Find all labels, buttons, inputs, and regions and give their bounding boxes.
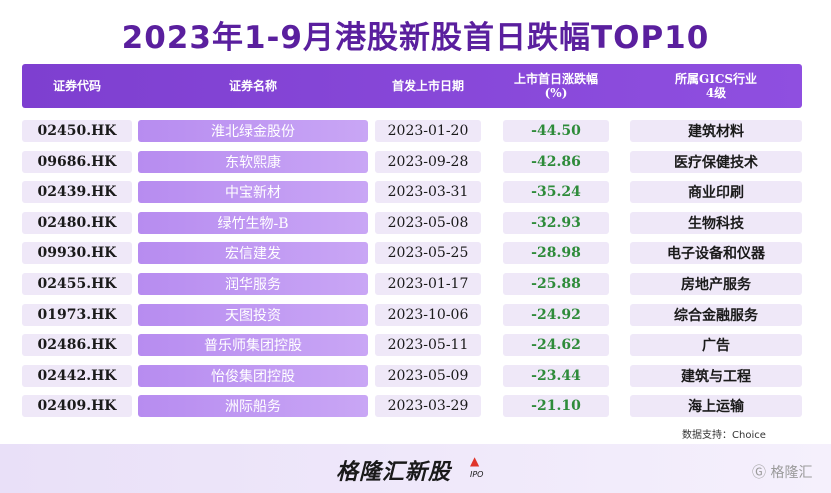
brand-logo: 格隆汇新股 <box>336 460 452 485</box>
cell-date: 2023-03-31 <box>375 181 481 204</box>
cell-change: -42.86 <box>503 150 609 173</box>
footer-bar <box>0 444 831 493</box>
table-row: 02439.HK 中宝新材 2023-03-31 -35.24 商业印刷 <box>0 181 831 205</box>
cell-industry: 海上运输 <box>630 395 802 418</box>
cell-change: -23.44 <box>503 364 609 387</box>
cell-date: 2023-09-28 <box>375 150 481 173</box>
header-change: 上市首日涨跌幅 (%) <box>503 64 609 108</box>
cell-change: -35.24 <box>503 181 609 204</box>
cell-name: 淮北绿金股份 <box>138 120 368 142</box>
cell-code: 02486.HK <box>22 334 132 357</box>
cell-name: 中宝新材 <box>138 181 368 204</box>
cell-industry: 商业印刷 <box>630 181 802 204</box>
cell-industry: 房地产服务 <box>630 273 802 295</box>
data-source: 数据支持：Choice <box>682 430 766 441</box>
header-change-line2: (%) <box>544 86 568 100</box>
cell-code: 02409.HK <box>22 395 132 418</box>
table-row: 02455.HK 润华服务 2023-01-17 -25.88 房地产服务 <box>0 273 831 297</box>
table-header: 证券代码 证券名称 首发上市日期 上市首日涨跌幅 (%) 所属GICS行业 4级 <box>22 64 802 108</box>
cell-change: -25.88 <box>503 273 609 295</box>
cell-name: 天图投资 <box>138 303 368 326</box>
header-change-line1: 上市首日涨跌幅 <box>513 72 598 86</box>
cell-industry: 电子设备和仪器 <box>630 242 802 265</box>
cell-name: 润华服务 <box>138 273 368 295</box>
cell-change: -44.50 <box>503 120 609 142</box>
table-row: 02409.HK 洲际船务 2023-03-29 -21.10 海上运输 <box>0 395 831 419</box>
cell-date: 2023-05-11 <box>375 334 481 357</box>
header-code: 证券代码 <box>52 79 101 93</box>
cell-code: 09686.HK <box>22 150 132 173</box>
table-row: 02442.HK 怡俊集团控股 2023-05-09 -23.44 建筑与工程 <box>0 364 831 389</box>
cell-name: 绿竹生物-B <box>138 211 368 234</box>
cell-name: 东软熙康 <box>138 150 368 173</box>
cell-date: 2023-10-06 <box>375 303 481 326</box>
table-row: 09686.HK 东软熙康 2023-09-28 -42.86 医疗保健技术 <box>0 150 831 175</box>
cell-industry: 综合金融服务 <box>630 303 802 326</box>
cell-industry: 医疗保健技术 <box>630 150 802 173</box>
watermark-text: 格隆汇 <box>770 465 813 481</box>
cell-change: -21.10 <box>503 395 609 418</box>
cell-change: -28.98 <box>503 242 609 265</box>
cell-code: 01973.HK <box>22 303 132 326</box>
cell-code: 02450.HK <box>22 120 132 142</box>
cell-name: 宏信建发 <box>138 242 368 265</box>
cell-date: 2023-03-29 <box>375 395 481 418</box>
cell-date: 2023-01-20 <box>375 120 481 142</box>
header-name: 证券名称 <box>228 79 277 93</box>
table-row: 02486.HK 普乐师集团控股 2023-05-11 -24.62 广告 <box>0 334 831 358</box>
cell-change: -24.92 <box>503 303 609 326</box>
cell-code: 09930.HK <box>22 242 132 265</box>
cell-industry: 建筑材料 <box>630 120 802 142</box>
cell-date: 2023-05-09 <box>375 364 481 387</box>
brand-logo-suffix: IPO <box>470 470 484 479</box>
cell-code: 02480.HK <box>22 211 132 234</box>
cell-industry: 广告 <box>630 334 802 357</box>
cell-date: 2023-01-17 <box>375 273 481 295</box>
cell-industry: 建筑与工程 <box>630 364 802 387</box>
cell-date: 2023-05-25 <box>375 242 481 265</box>
cell-change: -32.93 <box>503 211 609 234</box>
watermark: Ⓖ 格隆汇 <box>752 462 812 482</box>
cell-code: 02455.HK <box>22 273 132 295</box>
header-date: 首发上市日期 <box>391 79 464 93</box>
watermark-g-icon: Ⓖ <box>752 465 766 481</box>
cell-industry: 生物科技 <box>630 211 802 234</box>
cell-code: 02439.HK <box>22 181 132 204</box>
table-row: 01973.HK 天图投资 2023-10-06 -24.92 综合金融服务 <box>0 303 831 328</box>
arrow-up-icon: ▲ <box>470 454 480 468</box>
table-row: 02450.HK 淮北绿金股份 2023-01-20 -44.50 建筑材料 <box>0 120 831 144</box>
chart-title: 2023年1-9月港股新股首日跌幅TOP10 <box>121 20 710 56</box>
header-industry: 所属GICS行业 4级 <box>630 64 802 108</box>
header-industry-line1: 所属GICS行业 <box>674 72 758 86</box>
cell-change: -24.62 <box>503 334 609 357</box>
table-row: 02480.HK 绿竹生物-B 2023-05-08 -32.93 生物科技 <box>0 211 831 236</box>
cell-name: 普乐师集团控股 <box>138 334 368 357</box>
cell-code: 02442.HK <box>22 364 132 387</box>
cell-name: 怡俊集团控股 <box>138 364 368 387</box>
header-industry-line2: 4级 <box>705 86 727 100</box>
table-row: 09930.HK 宏信建发 2023-05-25 -28.98 电子设备和仪器 <box>0 242 831 266</box>
cell-name: 洲际船务 <box>138 395 368 418</box>
cell-date: 2023-05-08 <box>375 211 481 234</box>
